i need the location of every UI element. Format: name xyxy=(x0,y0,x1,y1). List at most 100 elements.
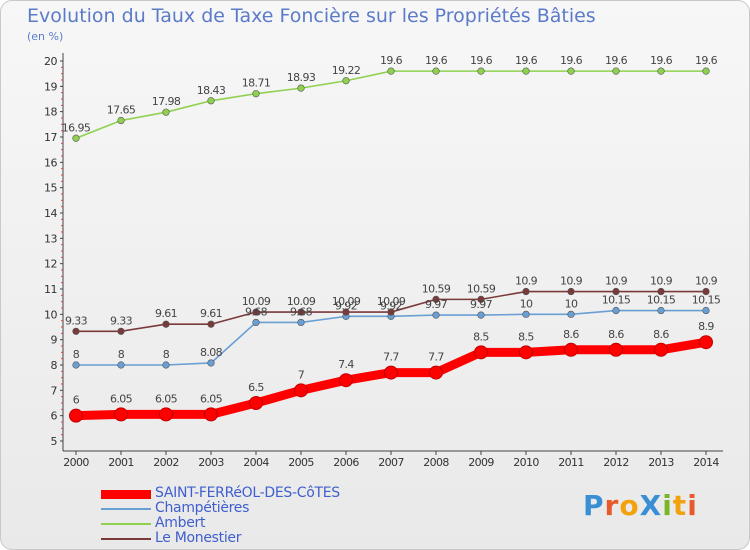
data-label: 10.9 xyxy=(695,275,718,288)
data-point xyxy=(702,67,710,75)
data-point xyxy=(612,287,620,296)
data-label: 7.7 xyxy=(428,351,444,364)
x-tick-label: 2009 xyxy=(468,456,494,469)
data-label: 6.05 xyxy=(200,392,223,405)
data-label: 9.68 xyxy=(290,305,313,318)
data-point xyxy=(162,320,170,328)
data-label: 8.5 xyxy=(518,330,534,343)
data-point xyxy=(477,67,485,75)
legend-label: Le Monestier xyxy=(155,530,242,546)
data-label: 10.9 xyxy=(560,275,583,288)
data-label: 19.6 xyxy=(470,54,493,67)
data-point xyxy=(297,308,305,316)
y-tick-label: 14 xyxy=(44,207,57,220)
data-label: 9.33 xyxy=(110,314,133,327)
data-point xyxy=(702,287,710,296)
data-point xyxy=(474,345,488,360)
data-label: 19.6 xyxy=(515,54,538,67)
axes: 5 6 7 8 9 10 11 12 13 14 15 16 17 18 19 20 2000 2001 2002 2… xyxy=(44,53,723,469)
data-label: 8.6 xyxy=(653,328,669,341)
data-label: 6.05 xyxy=(110,392,133,405)
data-label: 19.6 xyxy=(695,54,718,67)
data-label: 9.97 xyxy=(425,298,448,311)
x-tick-label: 2002 xyxy=(153,456,179,469)
data-point xyxy=(702,306,710,315)
data-label: 9.61 xyxy=(155,307,177,320)
data-point xyxy=(432,311,440,319)
y-tick-label: 16 xyxy=(44,156,57,169)
logo-letter: t xyxy=(672,489,688,522)
data-point xyxy=(159,407,173,422)
data-point xyxy=(522,310,530,318)
x-tick-label: 2003 xyxy=(198,456,224,469)
data-point xyxy=(342,308,350,316)
data-point xyxy=(429,365,443,380)
logo-letter: X xyxy=(639,489,663,522)
data-point xyxy=(564,342,578,357)
legend-swatch xyxy=(101,490,151,499)
proxiti-logo: ProXiti xyxy=(583,489,698,522)
x-tick-label: 2013 xyxy=(648,456,674,469)
x-tick-label: 2007 xyxy=(378,456,404,469)
data-point xyxy=(207,97,215,105)
data-point xyxy=(567,287,575,296)
x-tick-label: 2000 xyxy=(63,456,89,469)
data-label: 9.61 xyxy=(200,307,222,320)
y-tick-label: 19 xyxy=(44,80,57,93)
data-point xyxy=(522,67,530,75)
data-point xyxy=(477,295,485,303)
data-label: 7 xyxy=(298,368,305,381)
data-point xyxy=(252,318,260,327)
data-point xyxy=(432,295,440,303)
data-label: 19.6 xyxy=(560,54,583,67)
data-point xyxy=(72,361,80,369)
data-label: 10.09 xyxy=(332,295,361,308)
series-layer xyxy=(69,67,713,423)
data-labels-layer: 8 8 8 8.08 9.68 9.68 9.92 9.92 9.97 9.97 10 10 10.15… xyxy=(62,54,722,407)
data-point xyxy=(567,67,575,75)
x-tick-label: 2014 xyxy=(693,456,719,469)
data-label: 8 xyxy=(73,348,80,361)
x-tick-label: 2006 xyxy=(333,456,359,469)
data-point xyxy=(432,67,440,75)
data-point xyxy=(342,77,350,85)
data-point xyxy=(654,342,668,357)
logo-letter: P xyxy=(583,489,605,522)
series-champ-ti-res xyxy=(72,306,710,369)
data-point xyxy=(117,327,125,335)
legend-label: SAINT-FERRéOL-DES-CôTES xyxy=(155,485,340,501)
y-tick-label: 13 xyxy=(44,232,57,245)
data-label: 10.9 xyxy=(650,275,673,288)
y-tick-label: 15 xyxy=(44,182,57,195)
x-tick-label: 2010 xyxy=(513,456,539,469)
x-tick-label: 2011 xyxy=(558,456,584,469)
data-point xyxy=(339,373,353,388)
data-label: 9.33 xyxy=(65,314,88,327)
y-tick-label: 18 xyxy=(44,106,57,119)
data-label: 10.15 xyxy=(692,294,721,307)
data-label: 10.15 xyxy=(602,294,631,307)
data-label: 6 xyxy=(73,394,80,407)
legend-swatch xyxy=(101,523,151,525)
data-label: 19.22 xyxy=(332,64,361,77)
data-point xyxy=(612,306,620,315)
data-point xyxy=(162,361,170,369)
legend-swatch xyxy=(101,508,151,510)
y-tick-label: 7 xyxy=(51,384,58,397)
data-label: 10 xyxy=(565,297,578,310)
data-point xyxy=(72,134,80,142)
x-tick-label: 2008 xyxy=(423,456,449,469)
data-label: 8.08 xyxy=(200,346,223,359)
chart-title: Evolution du Taux de Taxe Foncière sur l… xyxy=(27,5,596,27)
data-point xyxy=(657,287,665,296)
data-label: 10.09 xyxy=(287,295,316,308)
data-label: 10.9 xyxy=(515,275,538,288)
data-label: 7.7 xyxy=(383,351,399,364)
data-point xyxy=(567,310,575,318)
data-label: 10.09 xyxy=(377,295,406,308)
data-point xyxy=(294,383,308,398)
data-label: 17.98 xyxy=(152,95,181,108)
data-label: 10.59 xyxy=(422,282,451,295)
data-point xyxy=(207,359,215,367)
